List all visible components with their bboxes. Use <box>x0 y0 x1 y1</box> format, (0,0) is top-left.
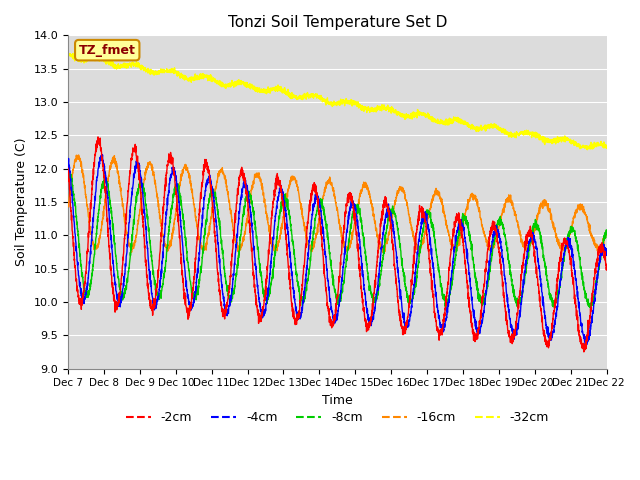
X-axis label: Time: Time <box>322 394 353 407</box>
Legend: -2cm, -4cm, -8cm, -16cm, -32cm: -2cm, -4cm, -8cm, -16cm, -32cm <box>121 406 554 429</box>
Title: Tonzi Soil Temperature Set D: Tonzi Soil Temperature Set D <box>228 15 447 30</box>
Text: TZ_fmet: TZ_fmet <box>79 44 136 57</box>
Y-axis label: Soil Temperature (C): Soil Temperature (C) <box>15 138 28 266</box>
